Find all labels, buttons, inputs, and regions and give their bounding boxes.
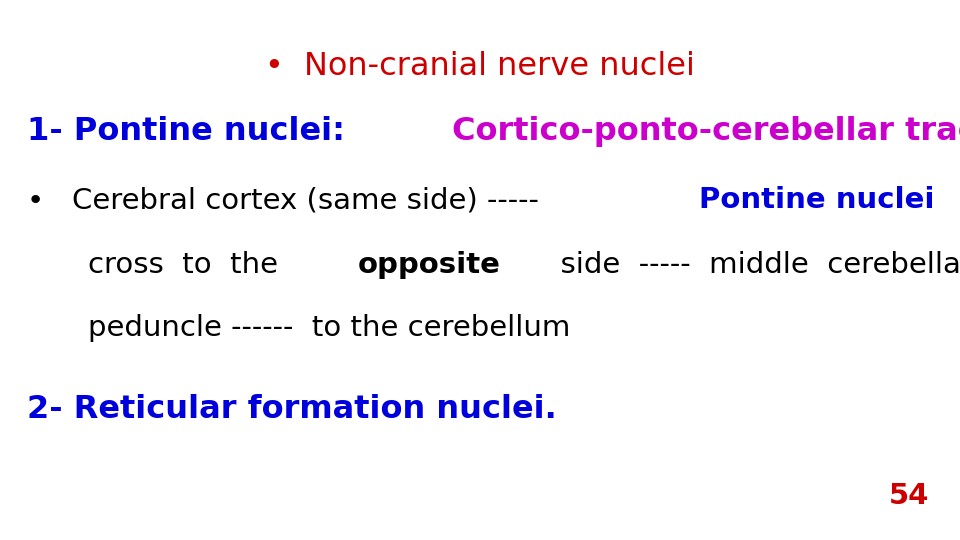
Text: cross  to  the: cross to the (88, 251, 297, 279)
Text: 1- Pontine nuclei:: 1- Pontine nuclei: (27, 116, 356, 147)
Text: Pontine nuclei: Pontine nuclei (699, 186, 935, 214)
Text: side  -----  middle  cerebellar: side ----- middle cerebellar (541, 251, 960, 279)
Text: Cortico-ponto-cerebellar tract: Cortico-ponto-cerebellar tract (451, 116, 960, 147)
Text: •   Cerebral cortex (same side) -----: • Cerebral cortex (same side) ----- (27, 186, 548, 214)
Text: 2- Reticular formation nuclei.: 2- Reticular formation nuclei. (27, 394, 557, 425)
Text: peduncle ------  to the cerebellum: peduncle ------ to the cerebellum (88, 314, 570, 342)
Text: 54: 54 (889, 482, 929, 510)
Text: opposite: opposite (357, 251, 500, 279)
Text: •  Non-cranial nerve nuclei: • Non-cranial nerve nuclei (265, 51, 695, 82)
